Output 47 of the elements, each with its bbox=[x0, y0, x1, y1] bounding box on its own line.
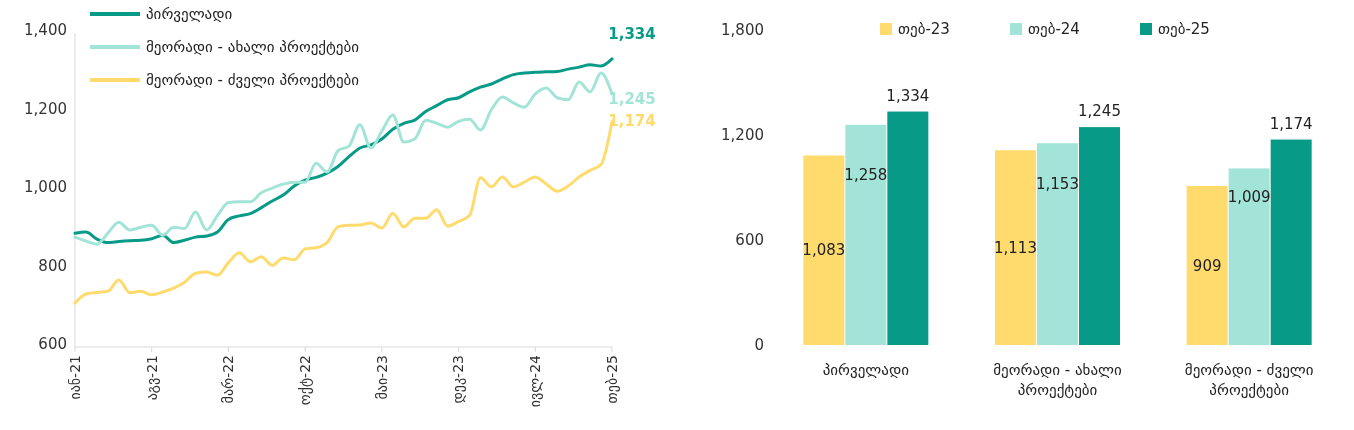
y-tick-label: 1,000 bbox=[24, 178, 67, 196]
x-tick-label: მეორადი - ახალი პროექტები bbox=[993, 361, 1123, 399]
data-label: 909 bbox=[1192, 256, 1222, 275]
x-tick-label: აგვ-21 bbox=[143, 355, 160, 401]
data-label: 1,245 bbox=[608, 89, 656, 108]
data-label: 1,083 bbox=[802, 241, 846, 260]
data-label: 1,153 bbox=[1036, 175, 1079, 194]
bar bbox=[995, 150, 1036, 345]
bar bbox=[1079, 127, 1120, 345]
y-tick-label: 0 bbox=[754, 336, 764, 354]
data-label: 1,334 bbox=[886, 86, 930, 105]
x-tick-label: მეორადი - ძველი პროექტები bbox=[1184, 361, 1314, 399]
legend-label: პირველადი bbox=[146, 5, 233, 24]
legend-label: თებ-23 bbox=[898, 20, 950, 39]
data-label: 1,009 bbox=[1227, 187, 1271, 206]
y-tick-label: 1,200 bbox=[721, 126, 764, 144]
x-tick-label: პირველადი bbox=[822, 361, 910, 379]
bar bbox=[845, 124, 887, 345]
bar bbox=[1270, 139, 1312, 345]
data-label: 1,258 bbox=[844, 166, 888, 185]
y-tick-label: 1,800 bbox=[721, 21, 764, 39]
data-label: 1,174 bbox=[1269, 114, 1313, 133]
y-tick-label: 1,200 bbox=[24, 99, 67, 118]
bar bbox=[1228, 168, 1270, 345]
legend-label: მეორადი - ძველი პროექტები bbox=[146, 71, 360, 90]
x-tick-label: ოქტ-22 bbox=[297, 355, 314, 406]
x-tick-label: მაი-23 bbox=[373, 355, 390, 400]
data-label: 1,113 bbox=[994, 238, 1037, 257]
y-tick-label: 600 bbox=[38, 335, 67, 353]
data-label: 1,245 bbox=[1078, 102, 1121, 121]
data-label: 1,334 bbox=[608, 24, 656, 43]
legend-label: მეორადი - ახალი პროექტები bbox=[146, 38, 360, 57]
x-tick-label: დეკ-23 bbox=[450, 355, 467, 404]
bar bbox=[803, 155, 845, 345]
legend-label: თებ-25 bbox=[1158, 20, 1210, 39]
bar bbox=[887, 111, 929, 345]
x-tick-label: თებ-25 bbox=[603, 355, 620, 404]
bar bbox=[1186, 185, 1228, 345]
bar bbox=[1037, 143, 1078, 345]
legend-label: თებ-24 bbox=[1028, 20, 1080, 39]
data-label: 1,174 bbox=[608, 111, 656, 130]
x-tick-label: ივლ-24 bbox=[527, 354, 544, 408]
y-tick-label: 600 bbox=[735, 231, 764, 249]
x-tick-label: მარ-22 bbox=[220, 355, 237, 404]
y-tick-label: 1,400 bbox=[24, 21, 67, 39]
y-tick-label: 800 bbox=[38, 256, 67, 275]
x-tick-label: იან-21 bbox=[66, 355, 83, 400]
